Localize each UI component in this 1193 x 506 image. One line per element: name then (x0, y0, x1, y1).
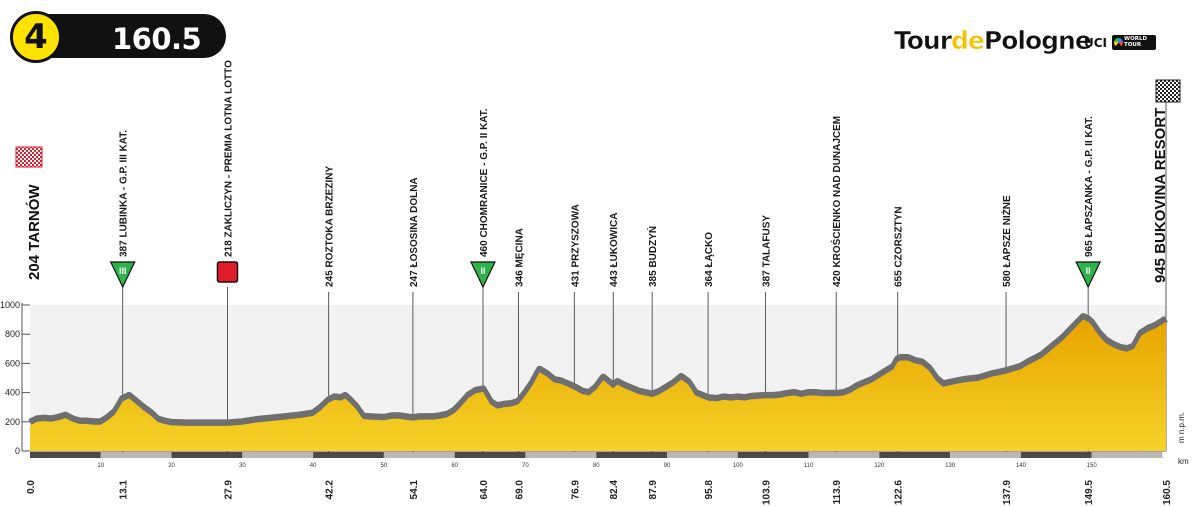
profile-outline (28, 313, 1168, 427)
km-band-segment (737, 452, 809, 458)
x-tick-label: 130 (945, 463, 956, 469)
logo-pologne: Pologne (983, 26, 1093, 56)
x-tick-label: 120 (874, 463, 885, 469)
km-band-segment (454, 452, 526, 458)
uci-rainbow-icon (1114, 38, 1123, 47)
km-band-segment (242, 452, 314, 458)
km-band-segment (596, 452, 668, 458)
x-tick-label: 150 (1087, 463, 1098, 469)
marker-label: 965 ŁAPSZANKA - G.P. II KAT. (1084, 116, 1095, 257)
km-band-segment (30, 452, 101, 458)
marker-label: 245 ROZTOKA BRZEZINY (325, 166, 336, 287)
km-marker-label: 42.2 (325, 480, 336, 500)
marker-label: 655 CZORSZTYN (894, 206, 905, 287)
km-band-segment (525, 452, 597, 458)
stage-distance-pill: 160.5 km (44, 14, 226, 90)
km-marker-label: 64.0 (479, 480, 490, 500)
x-tick-label: 90 (664, 463, 671, 469)
sprint-icon (216, 261, 239, 283)
x-tick-label: 140 (1016, 463, 1027, 469)
km-marker-label: 87.9 (648, 480, 659, 500)
km-band-segment (100, 452, 172, 458)
marker-label: 346 MĘCINA (514, 228, 525, 287)
km-band-segment (171, 452, 243, 458)
logo-wordmark: TourdePologne (894, 26, 1093, 56)
marker-label: 385 BUDZYŃ (646, 226, 659, 287)
km-band-segment (313, 452, 384, 458)
stage-distance: 160.5 km (112, 22, 202, 90)
uci-logo: UCI (1084, 36, 1108, 50)
kom-icon (470, 261, 496, 289)
km-marker-label: 76.9 (570, 480, 581, 500)
y-axis-unit: m n.p.m. (1177, 412, 1186, 443)
x-tick-label: 80 (593, 463, 600, 469)
x-tick-label: 60 (451, 463, 458, 469)
start-label: 204 TARNÓW (25, 184, 43, 280)
x-tick-label: 100 (733, 463, 744, 469)
x-tick-label: 30 (239, 463, 246, 469)
marker-label: 460 CHOMRANICE - G.P. II KAT. (479, 108, 490, 257)
km-marker-label: 103.9 (761, 480, 772, 505)
km-band-segment (879, 452, 951, 458)
stage-badge: 160.5 km 4 (10, 11, 228, 90)
world-tour-logo: WORLD TOUR (1112, 35, 1156, 50)
km-band-segment (808, 452, 880, 458)
marker-label: 580 ŁAPSZE NIŻNE (1000, 195, 1013, 287)
kom-icon (109, 261, 136, 289)
world-tour-text: WORLD TOUR (1124, 36, 1148, 48)
km-marker-label: 160.5 (1162, 480, 1173, 505)
x-tick-label: 40 (310, 463, 317, 469)
y-tick-label: 600 (5, 358, 20, 368)
x-tick-label: 10 (97, 463, 104, 469)
km-marker-label: 149.5 (1084, 480, 1095, 505)
y-tick-label: 800 (5, 329, 20, 339)
y-tick-label: 200 (5, 417, 20, 427)
marker-label: 420 KROŚCIENKO NAD DUNAJCEM (830, 116, 843, 287)
y-tick-label: 400 (5, 388, 20, 398)
marker-label: 364 ŁĄCKO (704, 232, 715, 287)
x-tick-label: 20 (168, 463, 175, 469)
km-marker-label: 13.1 (119, 480, 130, 500)
km-marker-label: 137.9 (1002, 480, 1013, 505)
marker-label: 387 TALAFUSY (761, 215, 772, 287)
km-marker-label: 122.6 (894, 480, 905, 505)
marker-label: 387 LUBINKA - G.P. III KAT. (119, 130, 130, 257)
km-band-segment (1020, 452, 1092, 458)
km-marker-label: 113.9 (832, 480, 843, 505)
logo-de: de (951, 26, 985, 56)
start-flag-icon (15, 146, 43, 168)
km-marker-label: 69.0 (514, 480, 525, 500)
km-marker-label: 0.0 (26, 480, 37, 494)
marker-label: 247 ŁOSOSINA DOLNA (409, 177, 420, 287)
kom-category-label: III (119, 266, 127, 276)
km-marker-label: 82.4 (609, 480, 620, 500)
y-tick-label: 1000 (0, 300, 20, 310)
km-band-segment (667, 452, 738, 458)
y-tick-label: 0 (15, 446, 20, 456)
logo-tour: Tour (894, 26, 953, 56)
kom-icon (1075, 261, 1102, 289)
km-band-segment (1091, 452, 1163, 458)
marker-label: 443 ŁUKOWICA (609, 213, 620, 287)
marker-label: 431 PRZYSZOWA (570, 204, 581, 287)
km-marker-label: 95.8 (704, 480, 715, 500)
marker-label: 218 ZAKLICZYN - PREMIA LOTNA LOTTO (223, 60, 234, 257)
km-marker-label: 27.9 (223, 480, 234, 500)
finish-flag-icon (1155, 79, 1181, 103)
x-axis-unit: km (1178, 457, 1189, 466)
profile-area (30, 319, 1166, 451)
stage-number: 4 (10, 11, 62, 63)
x-tick-label: 50 (381, 463, 388, 469)
x-tick-label: 110 (804, 463, 814, 469)
km-band-segment (950, 452, 1021, 458)
km-marker-label: 54.1 (409, 480, 420, 500)
x-tick-label: 70 (522, 463, 529, 469)
finish-label: 945 BUKOVINA RESORT (1152, 108, 1169, 283)
kom-category-label: II (1086, 266, 1091, 276)
km-band-segment (383, 452, 455, 458)
kom-category-label: II (480, 266, 485, 276)
